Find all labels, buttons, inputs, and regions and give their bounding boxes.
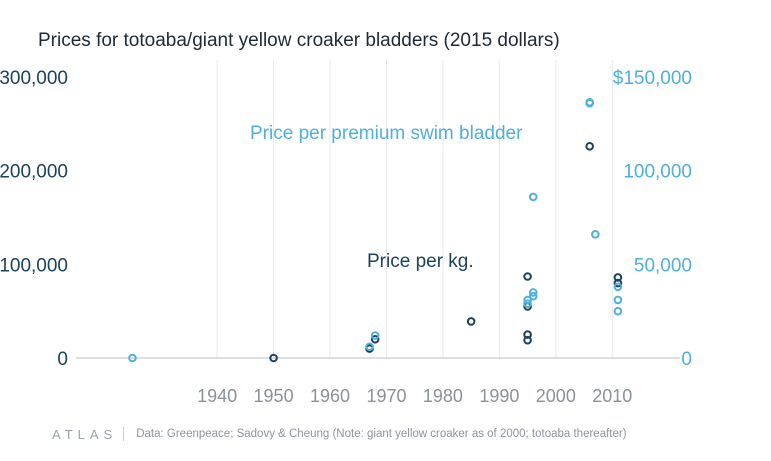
left-y-tick-label: 0: [57, 349, 68, 370]
left-y-tick-label: 100,000: [0, 255, 68, 276]
point-per-kg: [370, 334, 380, 344]
x-tick-label: 1940: [197, 386, 237, 406]
point-per-bladder: [585, 97, 594, 107]
point-per-bladder: [528, 291, 538, 301]
point-per-bladder: [370, 331, 380, 340]
point-per-bladder: [128, 353, 137, 363]
chart-title: Prices for totoaba/giant yellow croaker …: [38, 30, 560, 51]
point-per-kg: [466, 317, 476, 326]
x-tick-label: 2010: [592, 386, 632, 406]
point-per-kg: [523, 272, 532, 281]
point-per-bladder: [528, 192, 538, 202]
point-per-bladder: [523, 295, 532, 305]
point-per-bladder: [528, 288, 538, 297]
x-tick-label: 1960: [310, 386, 350, 406]
point-per-bladder: [613, 295, 623, 305]
gridlines: [216, 60, 613, 358]
point-per-kg: [613, 273, 623, 282]
right-y-tick-label: 50,000: [634, 255, 692, 276]
point-per-bladder: [365, 342, 374, 352]
x-tick-label: 2000: [536, 386, 576, 406]
left-y-axis: 0 100,000 200,000 $300,000: [0, 68, 68, 370]
point-per-kg: [523, 330, 532, 339]
left-y-tick-label: 200,000: [0, 162, 68, 183]
point-per-kg: [585, 142, 594, 151]
data-points: [128, 97, 623, 363]
point-per-bladder: [523, 299, 532, 308]
atlas-logo: ATLAS: [52, 426, 118, 442]
point-per-kg: [269, 353, 278, 363]
point-per-bladder: [591, 230, 600, 239]
series-label-per-bladder: Price per premium swim bladder: [250, 123, 523, 144]
x-tick-label: 1970: [366, 386, 406, 406]
footer: ATLAS Data: Greenpeace; Sadovy & Cheung …: [52, 424, 627, 444]
left-y-tick-label: $300,000: [0, 68, 68, 89]
right-y-axis: 0 50,000 100,000 $150,000: [613, 68, 692, 370]
x-tick-label: 1950: [254, 386, 294, 406]
source-note: Data: Greenpeace; Sadovy & Cheung (Note:…: [136, 428, 627, 440]
footer-divider: [123, 427, 125, 441]
right-y-tick-label: 100,000: [623, 162, 692, 183]
right-y-tick-label: 0: [681, 349, 692, 370]
point-per-bladder: [613, 306, 623, 316]
series-label-per-kg: Price per kg.: [367, 251, 474, 272]
right-y-tick-label: $150,000: [613, 68, 692, 89]
x-tick-label: 1980: [423, 386, 463, 406]
point-per-bladder: [613, 282, 623, 292]
x-axis: 1940 1950 1960 1970 1980 1990 2000 2010: [197, 386, 632, 406]
x-tick-label: 1990: [479, 386, 519, 406]
